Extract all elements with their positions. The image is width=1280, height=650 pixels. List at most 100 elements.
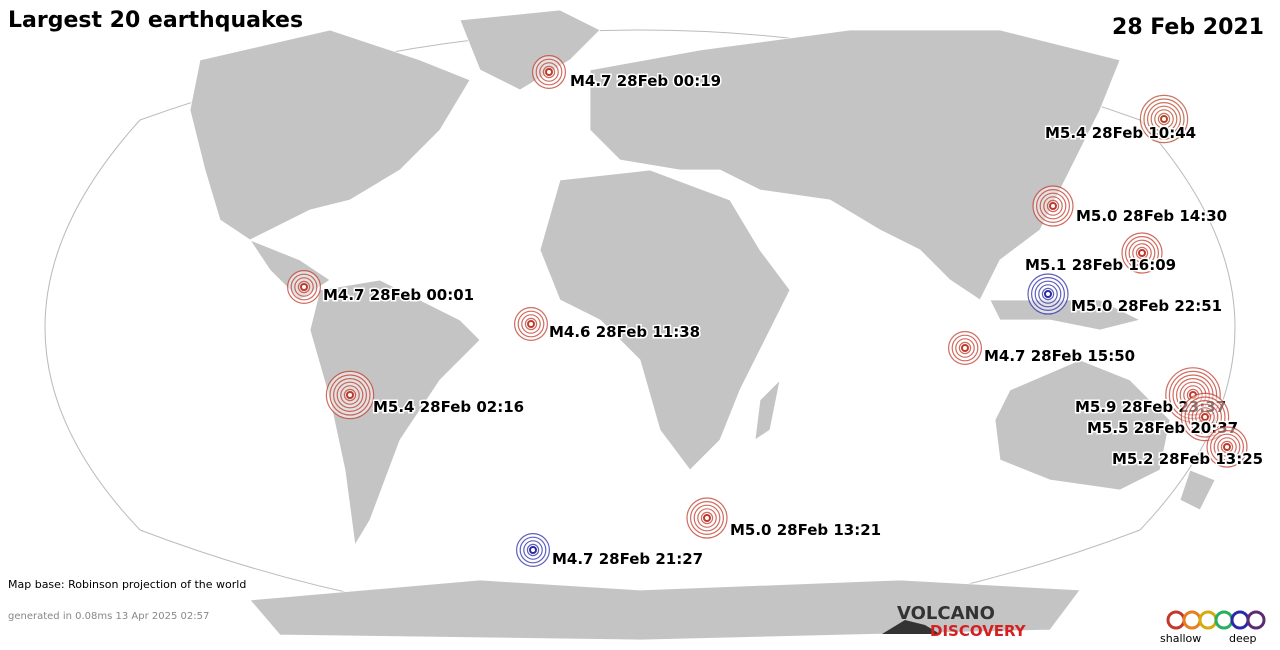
ring xyxy=(297,280,311,294)
epicenter xyxy=(529,546,537,554)
ring xyxy=(1132,243,1152,263)
ring xyxy=(1030,277,1065,312)
ring xyxy=(519,536,547,564)
ring xyxy=(542,65,556,79)
earthquake-label: M5.1 28Feb 16:09 xyxy=(1025,256,1176,274)
earthquake-label: M5.0 28Feb 14:30 xyxy=(1076,207,1227,225)
ring xyxy=(343,388,357,402)
epicenter xyxy=(527,320,535,328)
epicenter xyxy=(300,283,308,291)
epicenter xyxy=(961,344,969,352)
ring xyxy=(526,543,540,557)
earthquake-marker xyxy=(531,54,566,89)
ring xyxy=(1046,199,1060,213)
earthquake-label: M4.7 28Feb 21:27 xyxy=(552,550,703,568)
title: Largest 20 earthquakes xyxy=(8,8,303,33)
ring xyxy=(697,508,717,528)
earthquake-marker xyxy=(325,370,375,420)
ring xyxy=(1034,280,1062,308)
ring xyxy=(1124,236,1159,271)
earthquake-marker xyxy=(947,331,982,366)
ring xyxy=(1184,396,1226,438)
ring xyxy=(693,504,721,532)
ring xyxy=(1213,433,1241,461)
ring xyxy=(340,385,360,405)
logo-mountain xyxy=(882,620,940,634)
ring xyxy=(1135,246,1149,260)
ring xyxy=(1220,440,1234,454)
ring xyxy=(539,62,559,82)
ring xyxy=(958,341,972,355)
logo-line1: VOLCANO xyxy=(897,603,995,624)
epicenter xyxy=(1044,290,1052,298)
earthquake-label: M4.7 28Feb 00:19 xyxy=(570,72,721,90)
ring xyxy=(336,381,364,409)
earthquake-label: M4.7 28Feb 00:01 xyxy=(323,286,474,304)
ring xyxy=(517,310,545,338)
ring xyxy=(955,338,975,358)
earthquake-marker xyxy=(1027,273,1069,315)
ring xyxy=(1209,430,1244,465)
ring xyxy=(1187,400,1222,435)
ring xyxy=(294,277,314,297)
ring xyxy=(1146,101,1181,136)
ring xyxy=(333,378,368,413)
earthquake-label: M4.7 28Feb 15:50 xyxy=(984,347,1135,365)
epicenter xyxy=(1138,249,1146,257)
legend-shallow: shallow xyxy=(1160,632,1201,645)
earthquake-label: M4.6 28Feb 11:38 xyxy=(549,323,700,341)
earthquake-label: M5.4 28Feb 02:16 xyxy=(373,398,524,416)
earthquake-label: M5.5 28Feb 20:37 xyxy=(1087,419,1238,437)
ring xyxy=(1043,196,1063,216)
ring xyxy=(521,314,541,334)
ring xyxy=(1035,189,1070,224)
land xyxy=(189,9,1216,641)
ring xyxy=(524,317,538,331)
ring xyxy=(700,511,714,525)
date: 28 Feb 2021 xyxy=(1112,15,1264,40)
earthquake-marker xyxy=(1206,426,1248,468)
earthquake-marker xyxy=(513,307,548,342)
earthquake-marker xyxy=(1139,94,1189,144)
earthquake-label: M5.2 28Feb 13:25 xyxy=(1112,450,1263,468)
ring xyxy=(535,58,563,86)
generated-note: generated in 0.08ms 13 Apr 2025 02:57 xyxy=(8,611,209,622)
epicenter xyxy=(1201,413,1209,421)
legend-deep: deep xyxy=(1229,632,1257,645)
earthquake-marker xyxy=(1121,232,1163,274)
earthquake-marker xyxy=(1032,185,1074,227)
ring xyxy=(1154,109,1174,129)
epicenter xyxy=(545,68,553,76)
ring xyxy=(1191,403,1219,431)
epicenter xyxy=(346,391,354,399)
ring xyxy=(1041,287,1055,301)
ring xyxy=(1143,98,1185,140)
ring xyxy=(1039,192,1067,220)
ring xyxy=(1128,239,1156,267)
epicenter xyxy=(703,514,711,522)
epicenter xyxy=(1049,202,1057,210)
logo-line2: DISCOVERY xyxy=(930,622,1027,640)
ring xyxy=(1038,284,1058,304)
earthquake-marker xyxy=(1180,392,1230,442)
earthquake-marker xyxy=(287,270,322,305)
ring xyxy=(329,374,371,416)
ring xyxy=(1150,105,1178,133)
ring xyxy=(689,501,724,536)
epicenter xyxy=(1160,115,1168,123)
earthquakes: M4.7 28Feb 00:19 M5.4 28Feb 10:44 M5.0 28F… xyxy=(287,54,1265,570)
ring xyxy=(1195,407,1215,427)
ring xyxy=(951,334,979,362)
ring xyxy=(290,273,318,301)
earthquake-label: M5.0 28Feb 22:51 xyxy=(1071,297,1222,315)
ring xyxy=(523,540,543,560)
earthquake-label: M5.4 28Feb 10:44 xyxy=(1045,124,1196,142)
ring xyxy=(1217,437,1237,457)
earthquake-marker xyxy=(686,497,728,539)
map-base-note: Map base: Robinson projection of the wor… xyxy=(8,578,246,591)
earthquake-label: M5.0 28Feb 13:21 xyxy=(730,521,881,539)
ring xyxy=(1157,112,1171,126)
epicenter xyxy=(1223,443,1231,451)
depth-legend: shallow deep xyxy=(1160,610,1266,645)
